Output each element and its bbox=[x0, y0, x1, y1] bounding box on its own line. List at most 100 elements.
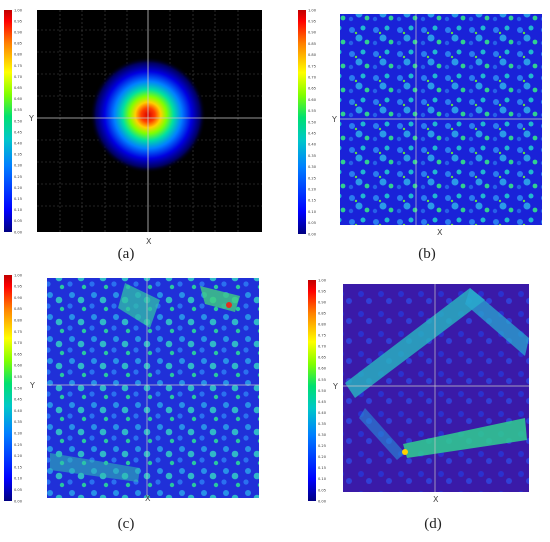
colorbar-tick-label: 0.20 bbox=[308, 188, 317, 192]
colorbar-tick-label: 0.60 bbox=[308, 98, 317, 102]
colorbar-tick-label: 0.45 bbox=[14, 130, 22, 134]
colorbar-tick-label: 0.30 bbox=[14, 164, 23, 168]
colorbar-tick-label: 0.45 bbox=[318, 400, 326, 404]
panel-a-figure: X Y 1.00 0.95 0.90 0.85 0.80 0.75 0.70 0.65 0.60… bbox=[4, 8, 262, 246]
colorbar-tick-label: 0.75 bbox=[308, 64, 316, 68]
panel-b: X Y 1.00 0.95 0.90 0.85 0.80 0.75 0.70 0.65 0.60… bbox=[275, 0, 550, 268]
colorbar-tick-label: 0.30 bbox=[14, 432, 23, 436]
colorbar-tick-label: 0.80 bbox=[318, 323, 327, 327]
colorbar-tick-label: 0.20 bbox=[14, 186, 23, 190]
colorbar-tick-label: 0.70 bbox=[14, 341, 23, 345]
colorbar-tick-label: 0.65 bbox=[14, 352, 22, 356]
colorbar-tick-label: 1.00 bbox=[14, 273, 23, 277]
colorbar-tick-label: 0.00 bbox=[318, 499, 327, 503]
colorbar-tick-label: 0.55 bbox=[308, 109, 316, 113]
colorbar-tick-label: 0.90 bbox=[318, 300, 327, 304]
colorbar-tick-label: 0.70 bbox=[308, 76, 317, 80]
caption-a: (a) bbox=[117, 246, 135, 262]
colorbar-tick-label: 0.05 bbox=[308, 221, 316, 225]
colorbar-tick-label: 0.65 bbox=[14, 86, 22, 90]
colorbar-tick-label: 0.90 bbox=[308, 31, 317, 35]
colorbar-tick-label: 0.35 bbox=[14, 420, 22, 424]
x-axis-label-c: X bbox=[145, 494, 151, 503]
colorbar-tick-label: 1.00 bbox=[14, 8, 23, 12]
colorbar-tick-label: 0.00 bbox=[308, 232, 317, 236]
x-axis-label-d: X bbox=[433, 495, 439, 504]
colorbar-tick-label: 0.10 bbox=[14, 208, 23, 212]
colorbar-tick-label: 0.35 bbox=[308, 154, 316, 158]
colorbar-tick-label: 1.00 bbox=[308, 8, 317, 12]
colorbar-tick-label: 0.65 bbox=[308, 87, 316, 91]
y-axis-label-b: Y bbox=[331, 115, 337, 124]
colorbar-tick-label: 0.50 bbox=[14, 386, 23, 390]
colorbar-tick-label: 0.15 bbox=[308, 199, 316, 203]
colorbar-tick-label: 0.10 bbox=[14, 477, 23, 481]
panel-c: X Y 1.00 0.95 0.90 0.85 0.80 0.75 0.70 0.65 0.60… bbox=[0, 268, 275, 537]
colorbar-tick-label: 0.35 bbox=[318, 422, 326, 426]
colorbar-tick-label: 0.40 bbox=[318, 411, 327, 415]
colorbar-tick-label: 0.20 bbox=[14, 454, 23, 458]
colorbar-tick-label: 0.25 bbox=[318, 444, 326, 448]
colorbar-tick-label: 0.75 bbox=[14, 64, 22, 68]
colorbar-tick-label: 0.05 bbox=[14, 488, 22, 492]
map-b bbox=[340, 14, 542, 225]
y-axis-label-c: Y bbox=[29, 381, 35, 390]
colorbar-tick-label: 0.90 bbox=[14, 31, 23, 35]
colorbar-tick-label: 0.25 bbox=[308, 176, 316, 180]
colorbar-tick-label: 0.85 bbox=[318, 311, 326, 315]
colorbar-tick-label: 0.80 bbox=[14, 319, 23, 323]
colorbar-a bbox=[4, 10, 12, 232]
colorbar-tick-label: 0.55 bbox=[318, 378, 326, 382]
colorbar-tick-label: 0.50 bbox=[308, 120, 317, 124]
x-axis-label-b: X bbox=[437, 228, 443, 237]
colorbar-tick-label: 0.95 bbox=[14, 285, 22, 289]
colorbar-tick-label: 0.80 bbox=[14, 53, 23, 57]
colorbar-tick-label: 0.55 bbox=[14, 108, 22, 112]
colorbar-c bbox=[4, 275, 12, 501]
panel-c-figure: X Y 1.00 0.95 0.90 0.85 0.80 0.75 0.70 0.65 0.60… bbox=[4, 273, 259, 503]
colorbar-tick-label: 0.15 bbox=[14, 465, 22, 469]
colorbar-tick-label: 0.25 bbox=[14, 175, 22, 179]
colorbar-tick-label: 0.65 bbox=[318, 356, 326, 360]
colorbar-tick-label: 0.75 bbox=[14, 330, 22, 334]
colorbar-tick-label: 0.45 bbox=[14, 398, 22, 402]
colorbar-tick-label: 1.00 bbox=[318, 278, 327, 282]
colorbar-tick-label: 0.60 bbox=[318, 367, 327, 371]
colorbar-tick-label: 0.70 bbox=[318, 345, 327, 349]
colorbar-d bbox=[308, 280, 316, 501]
colorbar-tick-label: 0.15 bbox=[14, 197, 22, 201]
colorbar-tick-label: 0.95 bbox=[14, 19, 22, 23]
colorbar-tick-label: 0.25 bbox=[14, 443, 22, 447]
panel-d-figure: X Y 1.00 0.95 0.90 0.85 0.80 0.75 0.70 0.65 0.60… bbox=[308, 278, 529, 504]
panel-d: X Y 1.00 0.95 0.90 0.85 0.80 0.75 0.70 0.65 0.60… bbox=[275, 268, 550, 537]
panel-a: X Y 1.00 0.95 0.90 0.85 0.80 0.75 0.70 0.65 0.60… bbox=[0, 0, 275, 268]
caption-b: (b) bbox=[418, 246, 436, 262]
colorbar-tick-label: 0.00 bbox=[14, 499, 23, 503]
colorbar-tick-label: 0.80 bbox=[308, 53, 317, 57]
y-axis-label-a: Y bbox=[28, 114, 34, 123]
caption-d: (d) bbox=[424, 516, 442, 532]
colorbar-tick-label: 0.90 bbox=[14, 296, 23, 300]
colorbar-tick-label: 0.60 bbox=[14, 364, 23, 368]
colorbar-tick-label: 0.20 bbox=[318, 455, 327, 459]
y-axis-label-d: Y bbox=[332, 382, 338, 391]
colorbar-tick-label: 0.85 bbox=[14, 42, 22, 46]
colorbar-tick-label: 0.10 bbox=[318, 477, 327, 481]
colorbar-tick-label: 0.40 bbox=[14, 142, 23, 146]
colorbar-tick-label: 0.55 bbox=[14, 375, 22, 379]
colorbar-tick-label: 0.05 bbox=[14, 219, 22, 223]
colorbar-tick-label: 0.85 bbox=[14, 307, 22, 311]
colorbar-tick-label: 0.15 bbox=[318, 466, 326, 470]
caption-c: (c) bbox=[117, 516, 135, 532]
colorbar-tick-label: 0.40 bbox=[14, 409, 23, 413]
x-axis-label-a: X bbox=[146, 237, 152, 246]
colorbar-tick-label: 0.95 bbox=[318, 289, 326, 293]
colorbar-tick-label: 0.50 bbox=[14, 119, 23, 123]
colorbar-tick-label: 0.05 bbox=[318, 488, 326, 492]
colorbar-tick-label: 0.95 bbox=[308, 20, 316, 24]
colorbar-tick-label: 0.10 bbox=[308, 210, 317, 214]
colorbar-tick-label: 0.00 bbox=[14, 230, 23, 234]
colorbar-b bbox=[298, 10, 306, 234]
colorbar-tick-label: 0.35 bbox=[14, 153, 22, 157]
colorbar-tick-label: 0.45 bbox=[308, 132, 316, 136]
